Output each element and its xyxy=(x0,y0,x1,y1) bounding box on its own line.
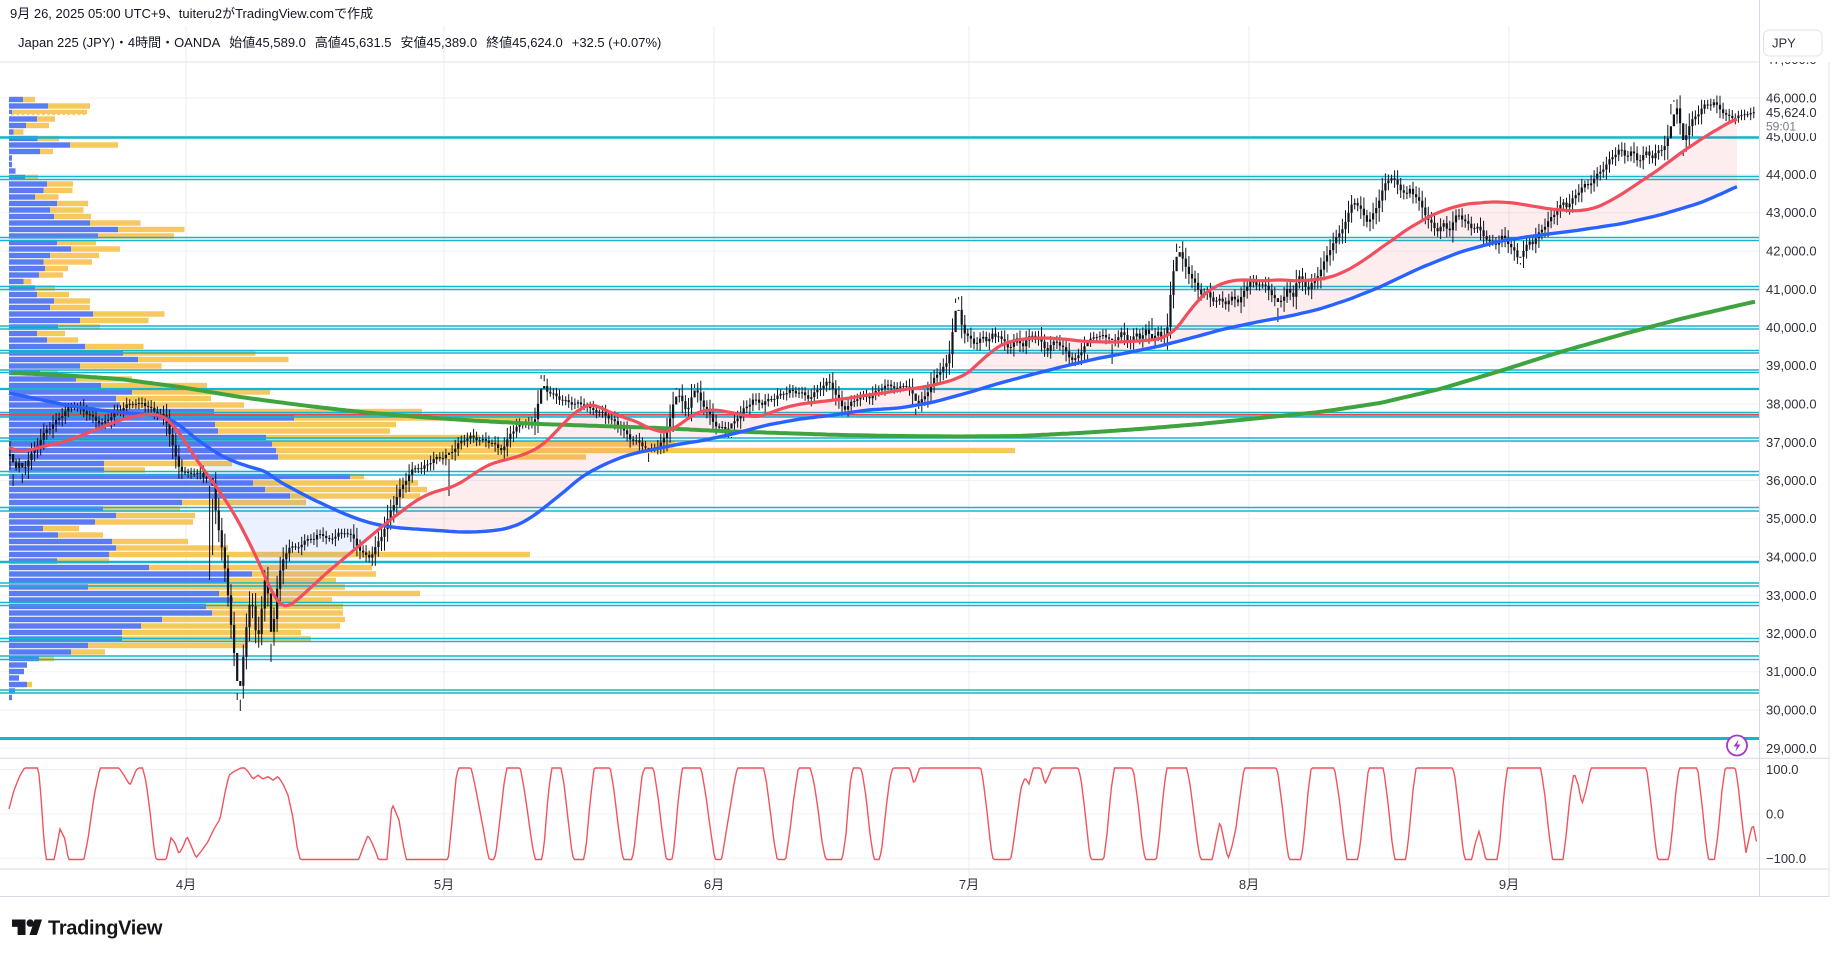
svg-text:34,000.0: 34,000.0 xyxy=(1766,550,1817,565)
svg-text:37,000.0: 37,000.0 xyxy=(1766,435,1817,450)
svg-text:29,000.0: 29,000.0 xyxy=(1766,741,1817,756)
svg-text:38,000.0: 38,000.0 xyxy=(1766,397,1817,412)
svg-text:43,000.0: 43,000.0 xyxy=(1766,205,1817,220)
svg-text:9月 26, 2025 05:00 UTC+9、tuiter: 9月 26, 2025 05:00 UTC+9、tuiteru2がTrading… xyxy=(10,6,373,21)
svg-text:−100.0: −100.0 xyxy=(1766,851,1806,866)
svg-text:31,000.0: 31,000.0 xyxy=(1766,664,1817,679)
svg-text:5月: 5月 xyxy=(434,877,454,892)
svg-text:45,624.0: 45,624.0 xyxy=(1766,105,1817,120)
svg-text:39,000.0: 39,000.0 xyxy=(1766,358,1817,373)
svg-text:32,000.0: 32,000.0 xyxy=(1766,626,1817,641)
svg-text:8月: 8月 xyxy=(1239,877,1259,892)
svg-text:6月: 6月 xyxy=(704,877,724,892)
svg-text:JPY: JPY xyxy=(1772,36,1796,51)
svg-text:46,000.0: 46,000.0 xyxy=(1766,91,1817,106)
svg-text:TradingView: TradingView xyxy=(48,918,163,940)
svg-text:35,000.0: 35,000.0 xyxy=(1766,511,1817,526)
svg-text:59:01: 59:01 xyxy=(1766,120,1796,134)
svg-text:0.0: 0.0 xyxy=(1766,806,1784,821)
svg-text:7月: 7月 xyxy=(959,877,979,892)
svg-text:33,000.0: 33,000.0 xyxy=(1766,588,1817,603)
svg-text:42,000.0: 42,000.0 xyxy=(1766,244,1817,259)
svg-text:9月: 9月 xyxy=(1499,877,1519,892)
svg-text:41,000.0: 41,000.0 xyxy=(1766,282,1817,297)
svg-text:40,000.0: 40,000.0 xyxy=(1766,320,1817,335)
svg-text:30,000.0: 30,000.0 xyxy=(1766,703,1817,718)
svg-text:47,000.0: 47,000.0 xyxy=(1766,52,1817,67)
svg-text:100.0: 100.0 xyxy=(1766,762,1799,777)
svg-text:36,000.0: 36,000.0 xyxy=(1766,473,1817,488)
svg-text:44,000.0: 44,000.0 xyxy=(1766,167,1817,182)
svg-text:4月: 4月 xyxy=(176,877,196,892)
